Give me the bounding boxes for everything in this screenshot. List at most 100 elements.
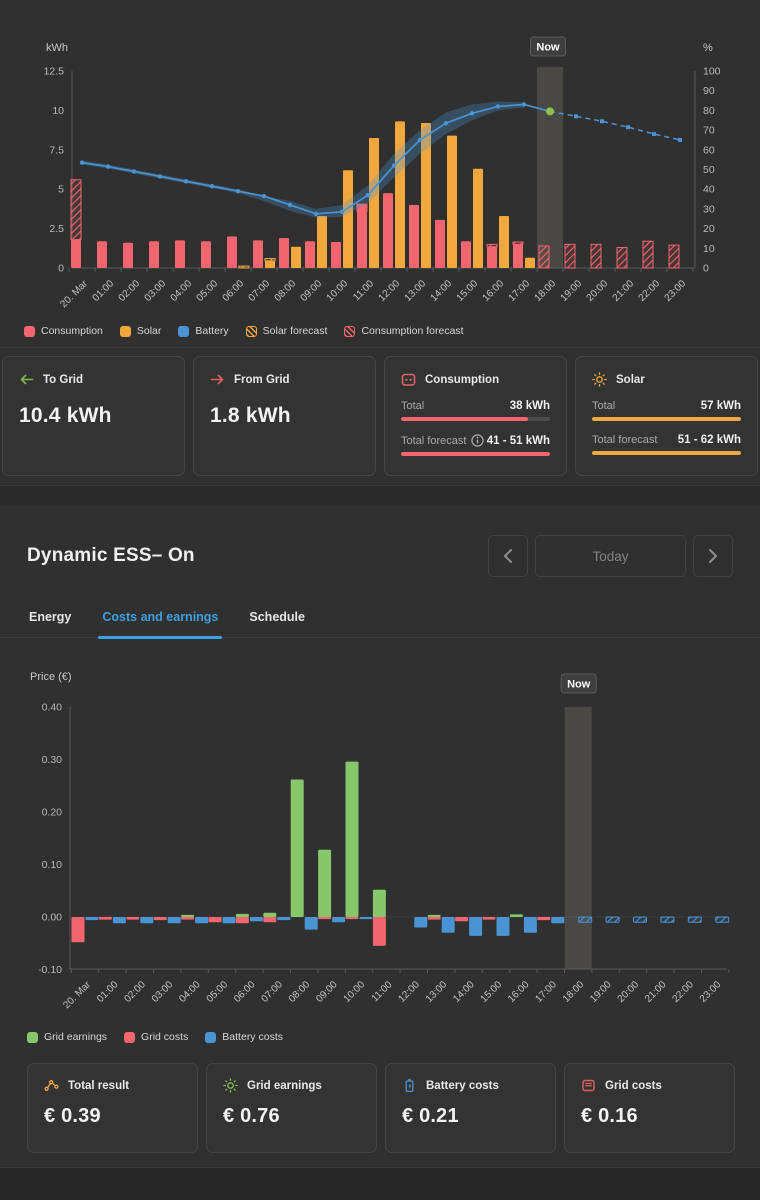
dynamic-ess-header: Dynamic ESS– On Today [27,535,733,577]
svg-text:10:00: 10:00 [325,278,351,304]
svg-text:03:00: 03:00 [150,979,176,1005]
from-grid-value: 1.8 kWh [210,404,291,427]
today-button[interactable]: Today [535,535,686,577]
svg-text:21:00: 21:00 [643,979,669,1005]
arrow-right-icon [210,374,224,385]
svg-text:01:00: 01:00 [95,979,121,1005]
tab-schedule[interactable]: Schedule [249,610,305,624]
color-swatch [24,325,35,337]
branch-icon [44,1080,59,1091]
energy-chart[interactable]: kWh % 0 2.5 5 7.5 10 12.5 0 10 20 30 40 50 60 70 80 90 100… [0,0,760,322]
date-navigation: Today [488,535,733,577]
legend-label: Grid costs [141,1031,189,1043]
svg-text:%: % [703,42,713,54]
svg-text:70: 70 [703,125,715,137]
svg-text:09:00: 09:00 [314,979,340,1005]
svg-text:05:00: 05:00 [195,278,221,304]
svg-text:15:00: 15:00 [479,979,505,1005]
from-grid-card: From Grid 1.8 kWh [193,356,376,476]
svg-text:100: 100 [703,66,721,78]
svg-text:14:00: 14:00 [429,278,455,304]
battery-icon [405,1079,414,1093]
color-swatch [205,1031,217,1043]
svg-text:11:00: 11:00 [351,278,376,303]
legend-item-battery[interactable]: Battery [178,325,229,337]
hatched-swatch [344,325,356,337]
card-title: Consumption [425,373,500,386]
svg-text:20:00: 20:00 [616,979,642,1005]
svg-text:5: 5 [58,184,64,196]
tab-costs-and-earnings[interactable]: Costs and earnings [98,604,223,639]
card-title: To Grid [43,373,84,386]
svg-text:08:00: 08:00 [287,979,313,1005]
total-result-card: Total result € 0.39 [27,1063,198,1153]
svg-text:Price (€): Price (€) [30,671,72,683]
now-band [564,707,592,969]
svg-text:07:00: 07:00 [259,979,285,1005]
next-day-button[interactable] [693,535,733,577]
stat-value: 41 - 51 kWh [486,434,550,447]
to-grid-card: To Grid 10.4 kWh [2,356,185,476]
card-title: Total result [68,1079,130,1092]
svg-text:20. Mar: 20. Mar [58,278,90,310]
costs-earnings-chart[interactable]: Price (€) 0.40 0.30 0.20 0.10 0.00 -0.10 Now 20.… [0,638,760,1023]
stat-value: 38 kWh [509,400,550,412]
chevron-left-icon [504,549,512,563]
color-swatch [119,325,131,337]
svg-text:23:00: 23:00 [663,278,689,304]
sun-icon [223,1078,238,1093]
card-title: Grid earnings [247,1079,322,1092]
svg-text:2.5: 2.5 [49,223,64,235]
svg-text:0: 0 [58,263,64,275]
legend-item-solar-forecast[interactable]: Solar forecast [245,325,327,337]
grid-earnings-card: Grid earnings € 0.76 [206,1063,377,1153]
legend-item-grid-earnings[interactable]: Grid earnings [27,1031,107,1043]
legend-item-solar[interactable]: Solar [119,325,161,337]
energy-chart-legend: Consumption Solar Battery Solar forecast Con… [24,325,760,337]
hatched-swatch [245,325,257,337]
legend-label: Battery costs [222,1031,283,1043]
legend-item-battery-costs[interactable]: Battery costs [205,1031,283,1043]
svg-text:-0.10: -0.10 [38,964,62,976]
consumption-total-bar [401,417,528,421]
svg-text:19:00: 19:00 [559,278,585,304]
legend-item-consumption-forecast[interactable]: Consumption forecast [344,325,464,337]
svg-text:01:00: 01:00 [91,278,117,304]
card-title: Solar [616,373,645,386]
page-title: Dynamic ESS– On [27,545,195,566]
meter-icon [582,1079,595,1092]
svg-text:0.10: 0.10 [42,859,63,871]
svg-text:7.5: 7.5 [49,144,64,156]
svg-text:20: 20 [703,223,715,235]
legend-item-grid-costs[interactable]: Grid costs [124,1031,188,1043]
svg-text:18:00: 18:00 [533,278,559,304]
tab-energy[interactable]: Energy [29,610,72,624]
svg-text:90: 90 [703,85,715,97]
svg-text:0.40: 0.40 [42,702,63,714]
prev-day-button[interactable] [488,535,528,577]
svg-text:60: 60 [703,144,715,156]
svg-text:03:00: 03:00 [143,278,169,304]
svg-text:08:00: 08:00 [273,278,299,304]
now-band [537,67,563,268]
legend-item-consumption[interactable]: Consumption [24,325,103,337]
progress-track [592,417,741,421]
svg-text:10:00: 10:00 [342,979,368,1005]
section-divider [0,485,760,505]
svg-text:12:00: 12:00 [377,278,403,304]
energy-stat-cards: To Grid 10.4 kWh From Grid 1.8 kWh Consu… [0,347,760,485]
svg-text:14:00: 14:00 [451,979,477,1005]
svg-text:17:00: 17:00 [507,278,533,304]
energy-overview-panel: kWh% 0 2.5 5 7.5 10 12.5 0 10 20 30 40 50 60 70 80 90 100… [0,0,760,485]
consumption-forecast-row: Total forecast 41 - 51 kWh [401,434,550,456]
costs-chart-legend: Grid earnings Grid costs Battery costs [27,1031,760,1043]
stat-label: Total [592,400,616,412]
progress-track [401,417,550,421]
svg-text:Now: Now [536,42,560,54]
legend-label: Consumption forecast [361,325,464,337]
card-title: Battery costs [426,1079,499,1092]
svg-text:12.5: 12.5 [44,66,65,78]
svg-text:Now: Now [567,679,591,691]
svg-text:0.20: 0.20 [42,807,63,819]
info-icon[interactable] [471,434,485,447]
